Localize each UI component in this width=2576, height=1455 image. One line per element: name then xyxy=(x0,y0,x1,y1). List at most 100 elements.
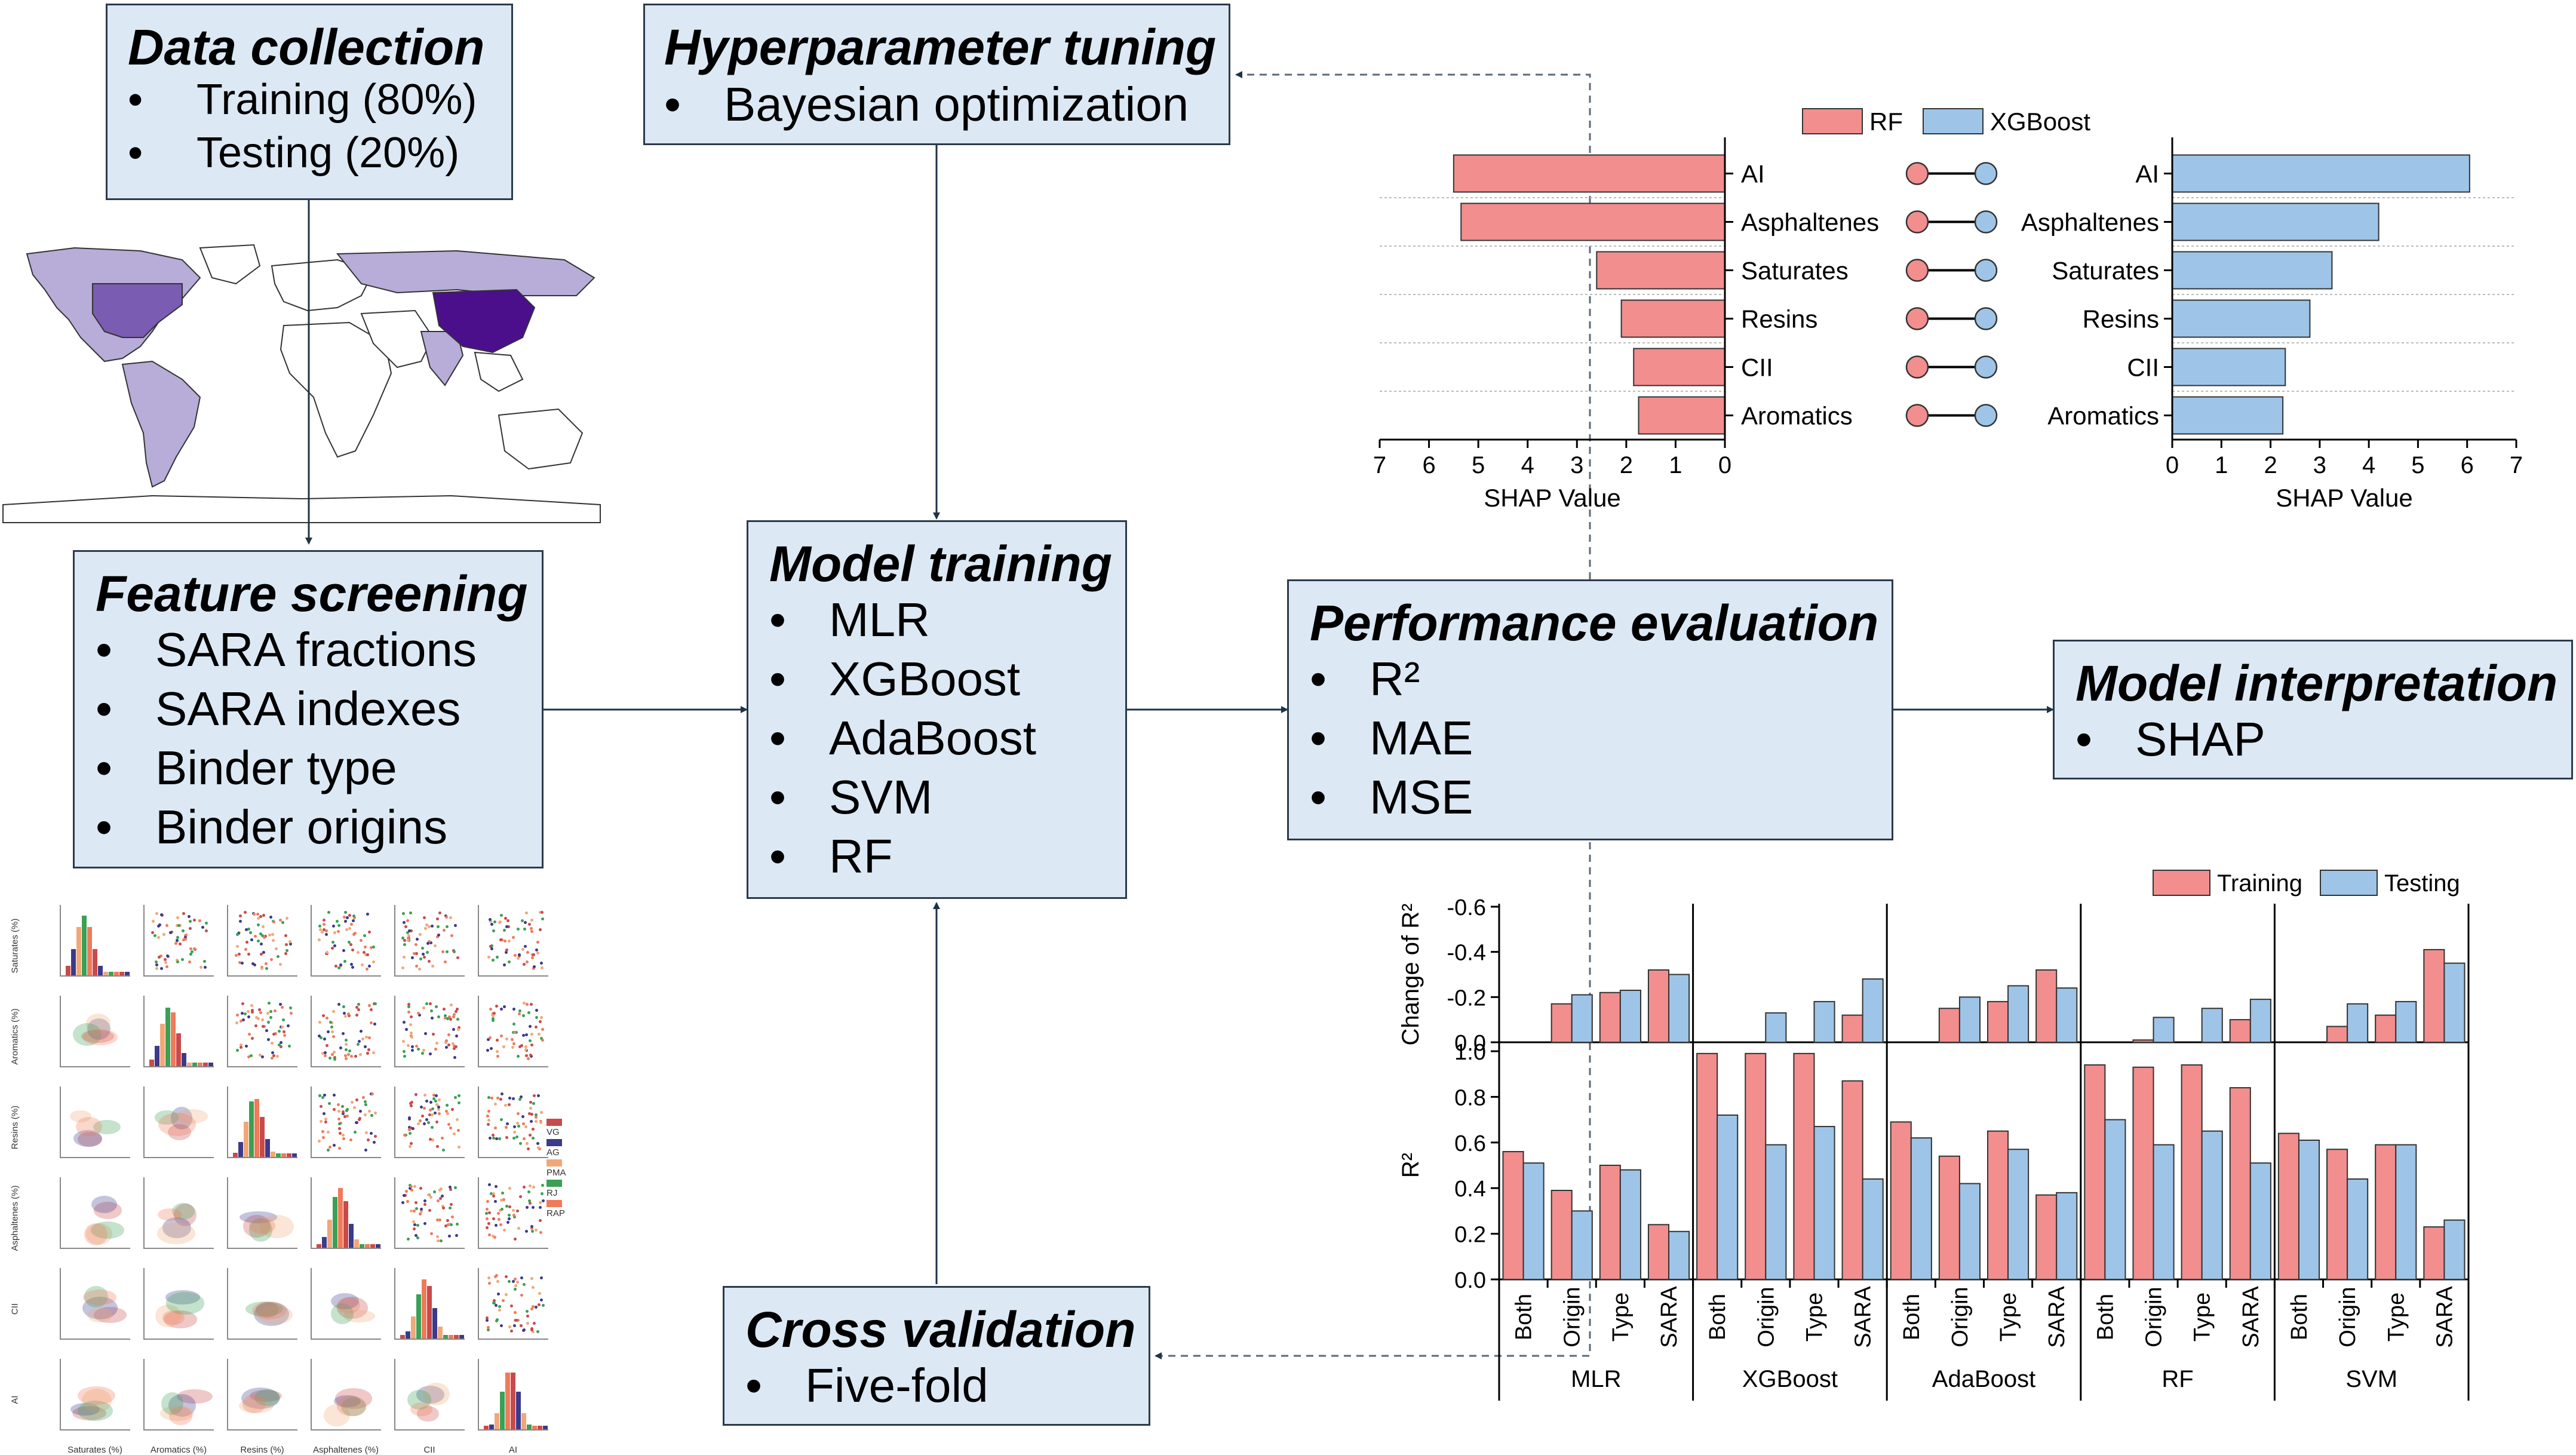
shap-connector-rf xyxy=(1905,259,1929,282)
pairplot-point xyxy=(257,923,260,927)
pairplot-point xyxy=(343,911,347,914)
pairplot-legend: VG AG PMA RJ RAP xyxy=(546,1117,566,1218)
shap-xtick-label-right: 1 xyxy=(2215,452,2228,478)
pairplot-point xyxy=(372,945,376,948)
model-training-item-rf: • RF xyxy=(769,830,893,883)
pairplot-density xyxy=(168,1394,196,1417)
pairplot-hist-bar xyxy=(87,927,92,975)
pairplot-point xyxy=(338,1146,342,1150)
pairplot-point xyxy=(160,913,164,916)
pairplot-point xyxy=(409,1031,413,1035)
r2-group-label: MLR xyxy=(1571,1366,1621,1392)
pairplot-point xyxy=(268,933,271,937)
pairplot-point xyxy=(257,940,260,943)
bullet: • xyxy=(745,1359,763,1412)
pairplot-point xyxy=(437,1108,441,1112)
pairplot-point xyxy=(370,1092,374,1096)
pairplot-point xyxy=(268,1002,271,1005)
pairplot-point xyxy=(370,1114,374,1118)
feature-pairplot: Saturates (%) Aromatics (%) Resins (%) Asph… xyxy=(0,896,566,1455)
pairplot-point xyxy=(281,920,284,924)
pairplot-density xyxy=(84,1286,109,1307)
pairplot-point xyxy=(415,1201,418,1204)
pairplot-density xyxy=(85,1014,110,1033)
pairplot-point xyxy=(285,949,289,953)
pairplot-row-label: Resins (%) xyxy=(10,1105,20,1150)
pairplot-point xyxy=(526,1057,530,1060)
pairplot-density xyxy=(159,1405,195,1421)
pairplot-point xyxy=(524,920,527,924)
pairplot-point xyxy=(505,948,508,951)
pairplot-point xyxy=(513,1030,517,1034)
pairplot-point xyxy=(330,1030,334,1034)
pairplot-point xyxy=(487,1096,491,1100)
pairplot-point xyxy=(407,1005,411,1008)
pairplot-point xyxy=(494,1102,498,1106)
pairplot-density xyxy=(323,1404,350,1426)
pairplot-point xyxy=(280,1045,283,1048)
pairplot-point xyxy=(356,951,360,954)
r2-bar-training xyxy=(2229,1087,2251,1280)
pairplot-point xyxy=(201,926,205,929)
performance-evaluation-item-r2: • R² xyxy=(1310,652,1420,705)
pairplot-point xyxy=(337,966,340,969)
pairplot-point xyxy=(530,1230,534,1233)
pairplot-point xyxy=(342,1112,345,1116)
pairplot-point xyxy=(446,925,449,929)
pairplot-point xyxy=(487,1183,491,1187)
r2-top-ytick-label: -0.6 xyxy=(1447,895,1486,920)
pairplot-point xyxy=(348,926,351,930)
pairplot-density xyxy=(249,1218,276,1234)
shap-bar-xgboost xyxy=(2172,251,2333,290)
pairplot-point xyxy=(326,1130,330,1134)
pairplot-hist-bar xyxy=(109,972,113,975)
pairplot-point xyxy=(532,965,536,968)
shap-label-right: Resins xyxy=(2083,305,2159,333)
pairplot-density xyxy=(240,1211,278,1223)
pairplot-point xyxy=(487,1221,491,1225)
pairplot-point xyxy=(238,914,242,918)
r2-category-label: SARA xyxy=(2239,1286,2264,1348)
pairplot-point xyxy=(406,931,410,934)
pairplot-point xyxy=(431,964,435,968)
shap-xtick-label-right: 5 xyxy=(2411,452,2424,478)
pairplot-cell xyxy=(478,1268,548,1340)
dashed-perf-to-cv xyxy=(1155,842,1591,1359)
pairplot-point xyxy=(337,1122,341,1125)
r2-category-label: Both xyxy=(1705,1294,1730,1340)
pairplot-point xyxy=(237,953,241,956)
pairplot-point xyxy=(364,1036,368,1039)
pairplot-point xyxy=(342,948,346,952)
pairplot-point xyxy=(198,919,202,922)
pairplot-point xyxy=(456,956,459,959)
pairplot-point xyxy=(450,1108,454,1112)
pairplot-point xyxy=(535,1228,538,1232)
pairplot-hist-bar xyxy=(505,1373,510,1429)
pairplot-point xyxy=(517,953,521,957)
r2-category-label: Type xyxy=(1608,1293,1634,1342)
pairplot-point xyxy=(323,1051,327,1054)
pairplot-point xyxy=(355,1006,358,1009)
pairplot-point xyxy=(256,913,260,916)
pairplot-point xyxy=(319,1105,323,1109)
shap-bar-xgboost xyxy=(2172,202,2380,241)
pairplot-point xyxy=(407,934,410,938)
pairplot-point xyxy=(176,935,179,939)
pairplot-point xyxy=(418,1212,422,1215)
pairplot-point xyxy=(246,1009,250,1013)
pairplot-point xyxy=(240,1046,243,1049)
pairplot-point xyxy=(262,1024,265,1028)
pairplot-point xyxy=(406,1199,409,1203)
pairplot-cell xyxy=(394,1177,465,1249)
pairplot-point xyxy=(487,1123,490,1126)
pairplot-point xyxy=(369,1132,373,1135)
pairplot-point xyxy=(236,1049,240,1052)
pairplot-density xyxy=(337,1396,367,1416)
r2-bar-training xyxy=(2326,1149,2348,1281)
pairplot-point xyxy=(407,1002,410,1006)
pairplot-point xyxy=(541,917,545,920)
r2-category-label: SARA xyxy=(1657,1286,1682,1348)
pairplot-point xyxy=(436,1199,440,1202)
pairplot-point xyxy=(524,1125,528,1128)
pairplot-point xyxy=(530,1032,533,1036)
